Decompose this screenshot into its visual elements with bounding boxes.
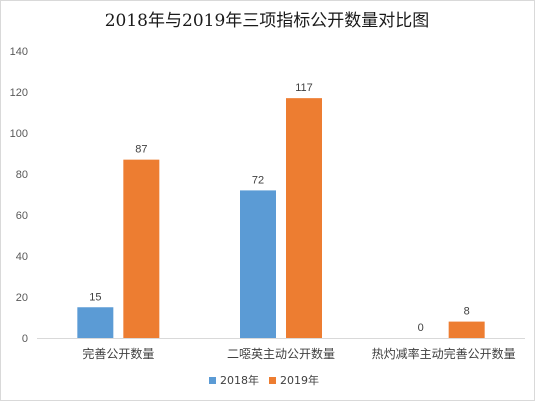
y-tick-label: 80 [16,169,28,181]
data-label: 8 [464,306,470,318]
y-tick-label: 100 [10,128,28,140]
bar-series-a [77,307,114,338]
bar-series-b [123,159,160,338]
category-label: 二噁英主动公开数量 [227,346,335,361]
legend-swatch [209,377,216,384]
data-label: 15 [89,291,101,303]
legend-label: 2018年 [220,373,259,387]
chart-title: 2018年与2019年三项指标公开数量对比图 [105,11,430,31]
y-axis-ticks: 0 20 40 60 80 100 120 140 [10,46,28,345]
legend: 2018年 2019年 [209,373,319,387]
category-labels-group: 完善公开数量 二噁英主动公开数量 热灼减率主动完善公开数量 [82,346,515,361]
bar-series-a [240,190,276,338]
data-label: 117 [295,82,313,94]
category-label: 完善公开数量 [82,346,154,361]
y-tick-label: 140 [10,46,28,58]
legend-label: 2019年 [280,373,319,387]
y-tick-label: 40 [16,251,28,263]
data-labels-group: 15 87 72 117 0 8 [89,82,470,334]
bar-series-b [286,98,322,339]
bar-series-b [448,321,485,338]
y-tick-label: 0 [22,333,28,345]
y-tick-label: 60 [16,210,28,222]
data-label: 0 [418,322,424,334]
y-tick-label: 20 [16,292,28,304]
bars-group [77,98,485,339]
y-tick-label: 120 [10,87,28,99]
data-label: 72 [252,174,264,186]
category-label: 热灼减率主动完善公开数量 [372,346,516,361]
legend-swatch [269,377,276,384]
data-label: 87 [135,144,147,156]
